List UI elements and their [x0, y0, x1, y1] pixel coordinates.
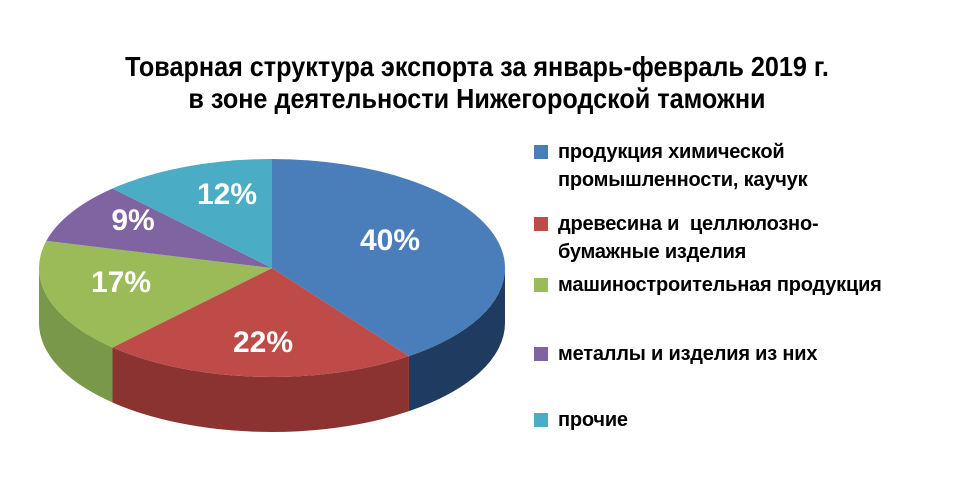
pie-slice-side-1 [112, 347, 409, 432]
pie-slice-top-2 [39, 240, 273, 348]
pie-slice-label-2: 17% [91, 266, 151, 299]
pie-slice-label-1: 22% [233, 326, 293, 359]
pie-slice-label-3: 9% [111, 204, 154, 237]
pie-slice-side-2 [39, 268, 113, 403]
pie-slice-top-3 [46, 188, 272, 268]
pie-slice-top-1 [112, 268, 409, 377]
pie-slice-top-0 [272, 159, 505, 357]
pie-slice-top-4 [112, 159, 273, 268]
chart-title-line1: Товарная структура экспорта за январь-фе… [125, 51, 829, 82]
pie-slice-label-4: 12% [197, 178, 257, 211]
chart-title-line2: в зоне деятельности Нижегородской таможн… [188, 83, 766, 114]
pie-slice-label-0: 40% [360, 224, 420, 257]
chart-title: Товарная структура экспорта за январь-фе… [0, 51, 954, 115]
pie-slice-side-0 [408, 268, 505, 412]
